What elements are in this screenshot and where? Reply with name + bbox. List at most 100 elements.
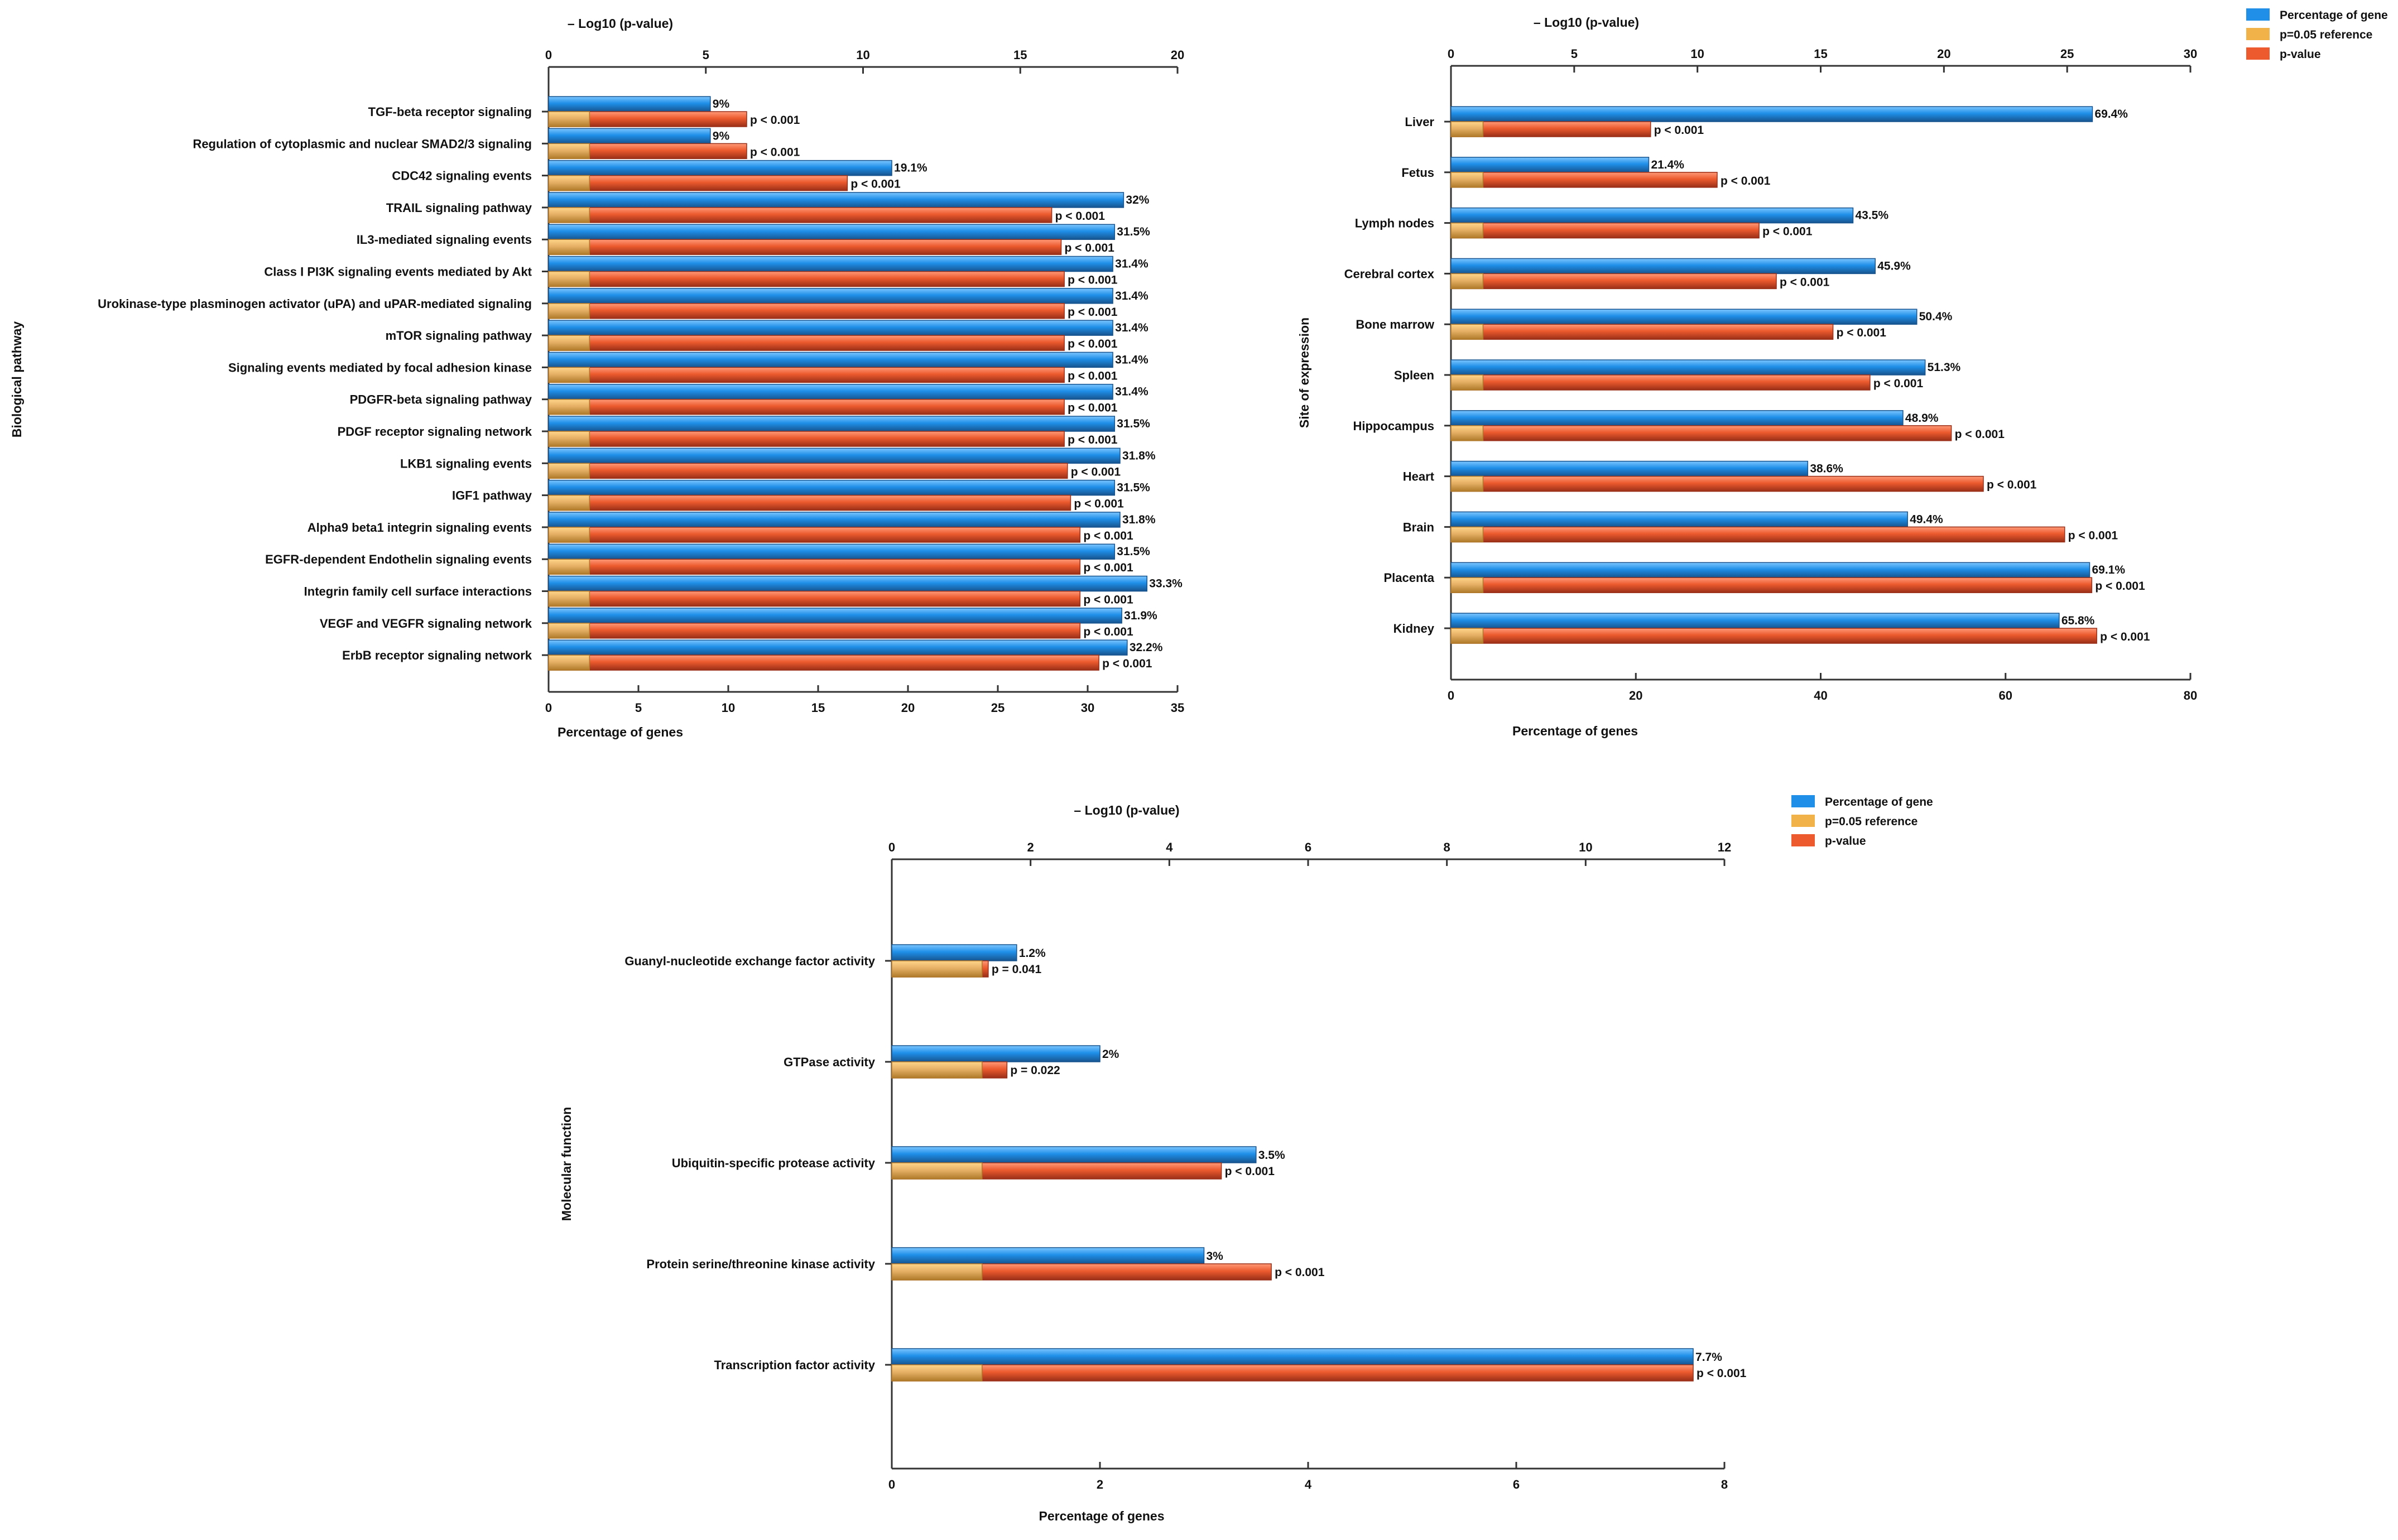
- p-value-bar: [548, 559, 1081, 575]
- category-label: Hippocampus: [1353, 419, 1434, 433]
- percentage-bar: [891, 1045, 1101, 1062]
- reference-bar: [548, 207, 590, 223]
- percentage-bar: [548, 352, 1113, 368]
- reference-bar: [1450, 577, 1484, 593]
- reference-bar: [891, 1061, 983, 1079]
- bar-row: Lymph nodes 43.5% p < 0.001: [1355, 207, 1888, 239]
- percentage-value-label: 50.4%: [1919, 310, 1953, 323]
- bar-row: Urokinase-type plasminogen activator (uP…: [98, 288, 1148, 319]
- bar-row: IGF1 pathway 31.5% p < 0.001: [452, 479, 1150, 511]
- p-value-label: p < 0.001: [1654, 124, 1704, 137]
- top-tick-label: 12: [1718, 840, 1731, 854]
- reference-bar: [548, 559, 590, 575]
- p-value-bar: [1450, 324, 1834, 340]
- p-value-label: p = 0.022: [1010, 1064, 1060, 1077]
- bottom-tick-label: 15: [811, 701, 825, 715]
- top-tick-label: 30: [2184, 47, 2197, 61]
- percentage-value-label: 31.5%: [1117, 482, 1150, 494]
- p-value-bar: [548, 527, 1081, 543]
- reference-bar: [548, 271, 590, 287]
- reference-bar: [1450, 273, 1484, 290]
- bar-row: Brain 49.4% p < 0.001: [1403, 511, 2118, 543]
- p-value-label: p < 0.001: [1065, 242, 1115, 254]
- category-label: CDC42 signaling events: [392, 169, 532, 183]
- p-value-label: p < 0.001: [2095, 580, 2145, 593]
- percentage-value-label: 65.8%: [2061, 614, 2095, 627]
- bar-row: Alpha9 beta1 integrin signaling events 31…: [307, 512, 1156, 543]
- p-value-bar: [1450, 628, 2097, 644]
- category-label: Transcription factor activity: [714, 1358, 875, 1372]
- percentage-value-label: 69.1%: [2092, 564, 2125, 576]
- category-label: Regulation of cytoplasmic and nuclear SM…: [193, 137, 532, 151]
- top-tick-label: 15: [1013, 48, 1027, 62]
- percentage-value-label: 19.1%: [894, 162, 928, 175]
- p-value-label: p < 0.001: [1083, 561, 1133, 574]
- percentage-bar: [548, 479, 1116, 496]
- p-value-bar: [1450, 577, 2093, 593]
- p-value-label: p < 0.001: [1068, 306, 1118, 319]
- category-label: Guanyl-nucleotide exchange factor activi…: [624, 954, 875, 968]
- bottom-tick-label: 4: [1305, 1478, 1312, 1491]
- p-value-label: p < 0.001: [1697, 1367, 1747, 1380]
- top-tick-label: 20: [1937, 47, 1950, 61]
- reference-bar: [548, 367, 590, 383]
- top-tick-label: 6: [1305, 840, 1311, 854]
- bottom-tick-label: 80: [2184, 689, 2197, 702]
- reference-bar: [548, 111, 590, 127]
- p-value-bar: [1450, 273, 1777, 290]
- bar-row: Regulation of cytoplasmic and nuclear SM…: [193, 128, 800, 160]
- percentage-bar: [891, 1146, 1257, 1163]
- p-value-label: p < 0.001: [750, 146, 800, 158]
- category-label: TGF-beta receptor signaling: [368, 105, 532, 119]
- p-value-label: p < 0.001: [1083, 594, 1133, 607]
- top-tick-label: 2: [1027, 840, 1034, 854]
- reference-bar: [548, 590, 590, 607]
- reference-bar: [1450, 425, 1484, 441]
- percentage-bar: [548, 639, 1128, 656]
- category-label: PDGF receptor signaling network: [338, 425, 532, 439]
- legend-swatch-pvalue: [2246, 47, 2270, 60]
- percentage-value-label: 1.2%: [1019, 947, 1046, 960]
- percentage-bar: [1450, 562, 2091, 578]
- percentage-bar: [1450, 106, 2093, 122]
- percentage-value-label: 31.4%: [1115, 386, 1148, 398]
- percentage-value-label: 31.4%: [1115, 321, 1148, 334]
- bar-row: Ubiquitin-specific protease activity 3.5%…: [672, 1146, 1285, 1180]
- legend-label: p-value: [2280, 48, 2321, 61]
- category-label: GTPase activity: [784, 1055, 876, 1069]
- bar-row: LKB1 signaling events 31.8%p < 0.001: [400, 447, 1156, 479]
- percentage-bar: [548, 224, 1116, 240]
- category-axis-title: Molecular function: [559, 1107, 574, 1221]
- p-value-label: p < 0.001: [1071, 465, 1121, 478]
- top-tick-label: 10: [1579, 840, 1592, 854]
- reference-bar: [548, 143, 590, 160]
- bar-row: Spleen 51.3% p < 0.001: [1394, 359, 1961, 391]
- bottom-tick-label: 10: [722, 701, 735, 715]
- percentage-bar: [1450, 359, 1926, 376]
- bar-row: PDGFR-beta signaling pathway 31.4% p < 0.0…: [350, 383, 1148, 415]
- category-label: Protein serine/threonine kinase activity: [646, 1257, 875, 1271]
- p-value-label: p < 0.001: [1068, 338, 1118, 350]
- bar-row: mTOR signaling pathway 31.4% p < 0.001: [386, 320, 1148, 351]
- bottom-tick-label: 5: [635, 701, 642, 715]
- percentage-bar: [548, 128, 711, 145]
- bottom-axis-title: Percentage of genes: [558, 725, 683, 739]
- percentage-bar: [548, 608, 1122, 624]
- reference-bar: [548, 623, 590, 639]
- p-value-bar: [548, 463, 1068, 479]
- reference-bar: [548, 303, 590, 319]
- p-value-bar: [548, 207, 1053, 223]
- percentage-value-label: 32.2%: [1130, 641, 1163, 654]
- percentage-value-label: 21.4%: [1651, 158, 1684, 171]
- legend-label: p=0.05 reference: [1825, 815, 1918, 828]
- percentage-bar: [548, 96, 711, 112]
- reference-bar: [891, 1263, 983, 1281]
- p-value-bar: [548, 431, 1065, 447]
- p-value-label: p < 0.001: [1068, 274, 1118, 287]
- bottom-tick-label: 0: [545, 701, 552, 715]
- percentage-value-label: 31.4%: [1115, 258, 1148, 271]
- legend-swatch-percentage: [1791, 795, 1815, 807]
- reference-bar: [548, 463, 590, 479]
- percentage-bar: [548, 288, 1113, 304]
